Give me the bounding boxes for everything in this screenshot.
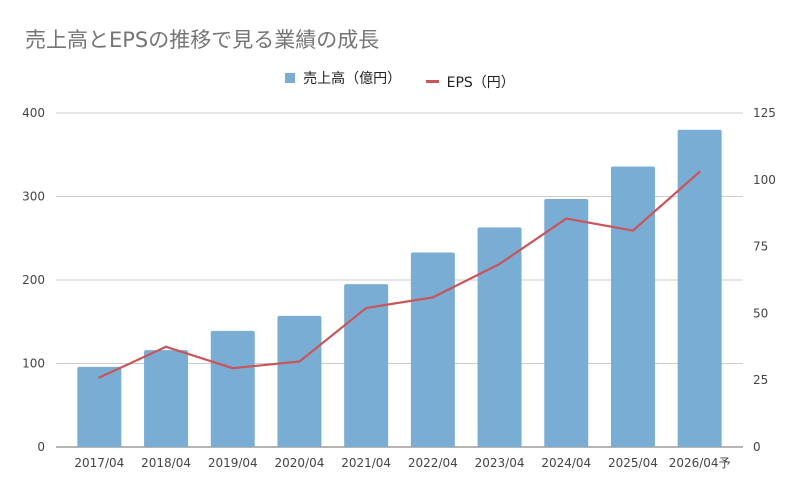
line-eps: [98, 170, 701, 379]
point-eps: [365, 306, 368, 310]
x-axis-tick-label: 2018/04: [141, 456, 191, 470]
x-axis-tick-label: 2022/04: [408, 456, 458, 470]
right-axis-ticks: 0 25 50 75 100 125: [753, 106, 776, 454]
bar-series-sales: [77, 129, 722, 447]
legend-label-eps: EPS（円）: [446, 74, 515, 91]
point-eps: [698, 170, 701, 173]
x-axis-ticks: 2017/04 2018/04 2019/04 2020/04 2021/04 2022/…: [74, 456, 730, 470]
bar-sales: [544, 199, 589, 447]
left-axis-tick-label: 0: [37, 440, 45, 454]
bar-sales: [677, 129, 722, 447]
bar-sales: [77, 366, 122, 447]
right-axis-tick-label: 25: [753, 373, 768, 387]
x-axis-tick-label: 2026/04予: [669, 456, 731, 470]
chart-title: 売上高とEPSの推移で見る業績の成長: [25, 28, 380, 52]
bar-sales: [610, 166, 655, 447]
bar-sales: [210, 330, 255, 447]
x-axis-tick-label: 2021/04: [341, 456, 391, 470]
right-axis-tick-label: 0: [753, 440, 761, 454]
legend-swatch-eps-icon: [425, 80, 439, 83]
line-series-eps: [98, 170, 701, 379]
x-axis-tick-label: 2017/04: [74, 456, 124, 470]
bar-sales: [144, 350, 189, 447]
right-axis-tick-label: 50: [753, 306, 768, 320]
legend-item-sales[interactable]: 売上高（億円）: [285, 68, 401, 88]
point-eps: [498, 262, 501, 266]
bar-sales: [277, 315, 322, 447]
x-axis-tick-label: 2024/04: [541, 456, 591, 470]
point-eps: [98, 376, 101, 379]
point-eps: [298, 360, 301, 363]
point-eps: [431, 296, 434, 299]
point-eps: [164, 345, 168, 348]
legend: 売上高（億円） EPS（円）: [0, 68, 800, 92]
left-axis-tick-label: 100: [22, 357, 45, 371]
right-axis-tick-label: 75: [753, 240, 768, 254]
bar-sales: [344, 284, 389, 447]
legend-item-eps[interactable]: EPS（円）: [425, 72, 515, 92]
right-axis-tick-label: 100: [753, 173, 776, 187]
bar-sales: [410, 252, 455, 447]
point-eps: [631, 229, 635, 232]
left-axis-ticks: 0 100 200 300 400: [22, 106, 45, 454]
legend-swatch-sales-icon: [285, 73, 296, 83]
point-eps: [231, 367, 234, 370]
x-axis-tick-label: 2023/04: [475, 456, 525, 470]
left-axis-tick-label: 400: [22, 106, 45, 120]
point-eps: [565, 217, 568, 220]
bar-sales: [477, 227, 522, 447]
left-axis-tick-label: 200: [22, 273, 45, 287]
left-axis-tick-label: 300: [22, 190, 45, 204]
right-axis-tick-label: 125: [753, 106, 776, 120]
legend-label-sales: 売上高（億円）: [303, 71, 402, 87]
x-axis-tick-label: 2020/04: [275, 456, 325, 470]
x-axis-tick-label: 2019/04: [208, 456, 258, 470]
x-axis-tick-label: 2025/04: [608, 456, 658, 470]
